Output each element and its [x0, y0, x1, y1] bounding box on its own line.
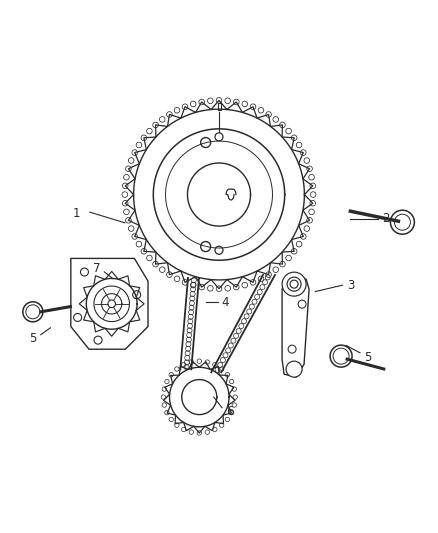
Circle shape	[282, 272, 306, 296]
Circle shape	[201, 241, 211, 252]
Circle shape	[74, 313, 81, 321]
Circle shape	[286, 361, 302, 377]
Circle shape	[287, 277, 301, 291]
Text: 6: 6	[226, 405, 234, 418]
Circle shape	[81, 268, 88, 276]
Circle shape	[133, 290, 141, 298]
Circle shape	[290, 280, 298, 288]
Circle shape	[288, 345, 296, 353]
Circle shape	[298, 300, 306, 308]
Circle shape	[201, 138, 211, 148]
Circle shape	[390, 210, 414, 234]
Text: 5: 5	[29, 332, 36, 345]
Text: 5: 5	[364, 351, 371, 364]
Circle shape	[330, 345, 352, 367]
Circle shape	[215, 133, 223, 141]
Text: 2: 2	[381, 212, 389, 225]
Text: 3: 3	[347, 279, 354, 292]
Circle shape	[215, 246, 223, 254]
Text: 1: 1	[73, 207, 81, 220]
Text: 4: 4	[222, 296, 230, 309]
Circle shape	[23, 302, 43, 322]
Text: 7: 7	[92, 262, 100, 274]
Circle shape	[94, 336, 102, 344]
